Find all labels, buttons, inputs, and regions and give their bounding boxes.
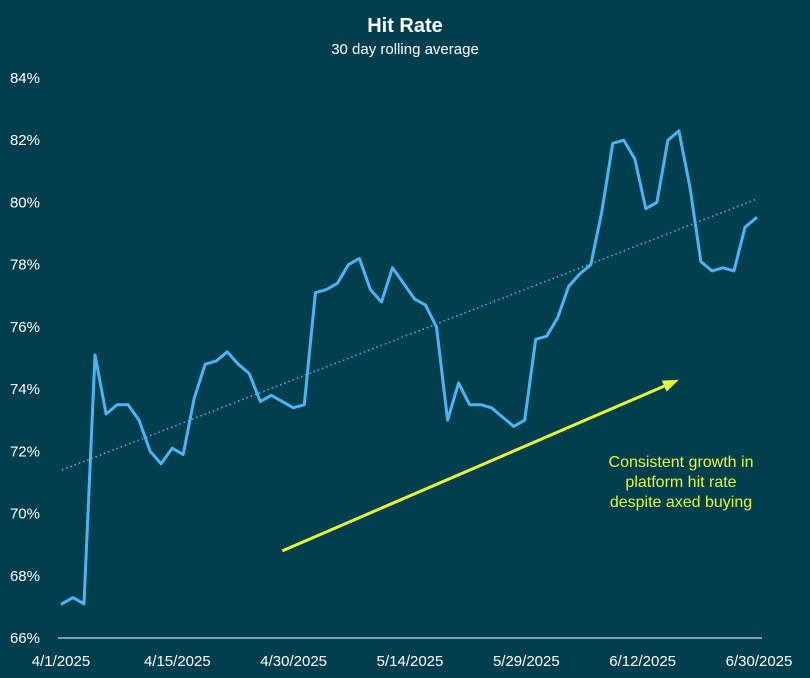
y-tick-label: 84% xyxy=(10,70,40,87)
x-tick-label: 5/14/2025 xyxy=(377,653,444,670)
annotation-text-line: despite axed buying xyxy=(610,494,752,511)
y-tick-label: 78% xyxy=(10,257,40,274)
y-axis-ticks: 66% 68% 70% 72% 74% 76% 78% 80% 82% 84% xyxy=(10,70,40,647)
data-points xyxy=(61,130,757,604)
annotation-arrow xyxy=(281,379,679,553)
annotation-text-line: platform hit rate xyxy=(625,474,736,491)
x-axis-ticks: 4/1/2025 4/15/2025 4/30/2025 5/14/2025 5/29/… xyxy=(32,653,793,670)
x-tick-label: 4/30/2025 xyxy=(260,653,327,670)
y-tick-label: 82% xyxy=(10,132,40,149)
y-tick-label: 72% xyxy=(10,443,40,460)
chart-subtitle: 30 day rolling average xyxy=(331,41,479,58)
annotation-text: Consistent growth in platform hit rate des… xyxy=(609,454,754,511)
annotation-arrow-head xyxy=(661,379,679,392)
x-tick-label: 5/29/2025 xyxy=(493,653,560,670)
x-tick-label: 6/30/2025 xyxy=(726,653,793,670)
y-tick-label: 70% xyxy=(10,506,40,523)
chart-title: Hit Rate xyxy=(367,15,443,37)
y-tick-label: 80% xyxy=(10,194,40,211)
y-tick-label: 66% xyxy=(10,630,40,647)
x-tick-label: 6/12/2025 xyxy=(609,653,676,670)
y-tick-label: 68% xyxy=(10,568,40,585)
x-tick-label: 4/15/2025 xyxy=(144,653,211,670)
y-tick-label: 74% xyxy=(10,381,40,398)
series-line-hit-rate xyxy=(60,129,758,606)
annotation-text-line: Consistent growth in xyxy=(609,454,754,471)
y-tick-label: 76% xyxy=(10,319,40,336)
annotation-arrow-shaft xyxy=(281,384,665,553)
x-tick-label: 4/1/2025 xyxy=(32,653,90,670)
